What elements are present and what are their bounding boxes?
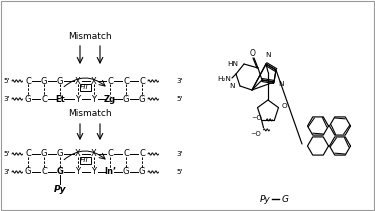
Text: Y: Y (75, 95, 81, 104)
Text: HT: HT (80, 84, 90, 89)
Text: Y: Y (92, 95, 96, 104)
Text: 5': 5' (3, 78, 10, 84)
Text: G: G (139, 95, 145, 104)
Text: N: N (230, 83, 235, 89)
Text: C: C (139, 77, 145, 85)
Text: G: G (57, 168, 63, 176)
Text: C: C (139, 150, 145, 158)
Text: G: G (25, 168, 31, 176)
Text: ~O: ~O (252, 115, 262, 121)
Text: Y: Y (92, 168, 96, 176)
Text: Mismatch: Mismatch (68, 31, 112, 41)
Text: HT: HT (80, 157, 90, 162)
Text: G: G (139, 168, 145, 176)
Text: C: C (107, 150, 113, 158)
Text: C: C (25, 77, 31, 85)
Text: C: C (123, 77, 129, 85)
Text: G: G (41, 150, 47, 158)
Text: O: O (250, 49, 256, 58)
Text: Y: Y (75, 168, 81, 176)
Text: G: G (41, 77, 47, 85)
Text: 5': 5' (176, 96, 183, 102)
Text: Zg: Zg (104, 95, 116, 104)
Text: G: G (57, 150, 63, 158)
Text: N: N (278, 81, 284, 87)
Text: C: C (41, 95, 47, 104)
Text: In’: In’ (104, 168, 116, 176)
FancyBboxPatch shape (80, 157, 90, 164)
Text: G: G (25, 95, 31, 104)
Text: ~O: ~O (251, 131, 261, 137)
Text: X: X (75, 77, 81, 85)
Text: Py: Py (54, 184, 66, 193)
Text: Mismatch: Mismatch (68, 108, 112, 118)
Text: X: X (91, 77, 97, 85)
Text: G: G (57, 77, 63, 85)
Text: Et: Et (55, 95, 65, 104)
Text: 3': 3' (3, 169, 10, 175)
Text: 3': 3' (176, 151, 183, 157)
Text: X: X (91, 150, 97, 158)
Text: H₂N: H₂N (217, 76, 231, 82)
Text: C: C (25, 150, 31, 158)
Text: X: X (75, 150, 81, 158)
Text: Py: Py (260, 195, 270, 203)
Text: N: N (265, 52, 271, 58)
Text: G: G (282, 195, 288, 203)
Text: G: G (123, 95, 129, 104)
Text: 5': 5' (3, 151, 10, 157)
Text: 3': 3' (176, 78, 183, 84)
Text: C: C (123, 150, 129, 158)
Text: HN: HN (227, 61, 238, 67)
Text: C: C (41, 168, 47, 176)
Text: 3': 3' (3, 96, 10, 102)
Text: O: O (282, 103, 287, 109)
Text: 5': 5' (176, 169, 183, 175)
Text: C: C (107, 77, 113, 85)
Text: G: G (123, 168, 129, 176)
FancyBboxPatch shape (80, 84, 90, 91)
